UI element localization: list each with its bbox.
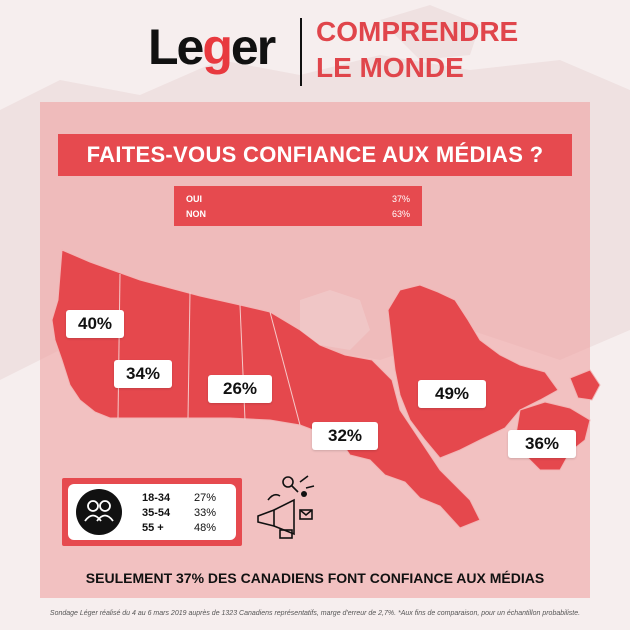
question-banner: FAITES-VOUS CONFIANCE AUX MÉDIAS ? — [58, 134, 572, 176]
age-row: 35-54 33% — [142, 507, 232, 521]
map-quebec-region — [387, 284, 559, 459]
result-row-oui: OUI 37% — [186, 194, 410, 208]
map-newfoundland — [569, 369, 601, 401]
region-value-quebec: 49% — [418, 380, 486, 408]
footer-title: SEULEMENT 37% DES CANADIENS FONT CONFIAN… — [85, 570, 545, 586]
age-row: 55 + 48% — [142, 522, 232, 536]
megaphone-media-icon — [257, 475, 315, 539]
user-group-icon — [76, 489, 122, 535]
age-value: 27% — [194, 492, 217, 504]
tagline-line1: COMPRENDRE — [316, 16, 519, 47]
footnote: Sondage Léger réalisé du 4 au 6 mars 201… — [49, 610, 581, 617]
header: Leger COMPRENDRE LE MONDE — [0, 0, 630, 100]
result-row-non: NON 63% — [186, 209, 410, 223]
tagline-line2: LE MONDE — [316, 52, 464, 83]
age-group-box: 18-34 27% 35-54 33% 55 + 48% — [62, 478, 242, 546]
result-label: NON — [186, 209, 206, 219]
age-label: 18-34 — [142, 492, 171, 504]
logo-g-swirl-icon: g — [202, 19, 233, 75]
region-value-bc: 40% — [66, 310, 124, 338]
age-label: 55 + — [142, 522, 164, 534]
map-hudson-bay — [300, 290, 370, 350]
tagline: COMPRENDRE LE MONDE — [316, 14, 556, 86]
results-box: OUI 37% NON 63% — [174, 186, 422, 226]
result-value: 37% — [391, 194, 410, 204]
result-value: 63% — [391, 209, 410, 219]
age-value: 33% — [194, 507, 217, 519]
region-value-ontario: 32% — [312, 422, 378, 450]
region-value-atlantic: 36% — [508, 430, 576, 458]
region-value-alberta: 34% — [114, 360, 172, 388]
age-row: 18-34 27% — [142, 492, 232, 506]
region-value-prairies: 26% — [208, 375, 272, 403]
result-label: OUI — [186, 194, 203, 204]
age-label: 35-54 — [142, 507, 171, 519]
age-group-inner: 18-34 27% 35-54 33% 55 + 48% — [68, 484, 236, 540]
leger-logo: Leger — [148, 19, 276, 75]
header-divider — [300, 18, 302, 86]
age-value: 48% — [194, 522, 217, 534]
